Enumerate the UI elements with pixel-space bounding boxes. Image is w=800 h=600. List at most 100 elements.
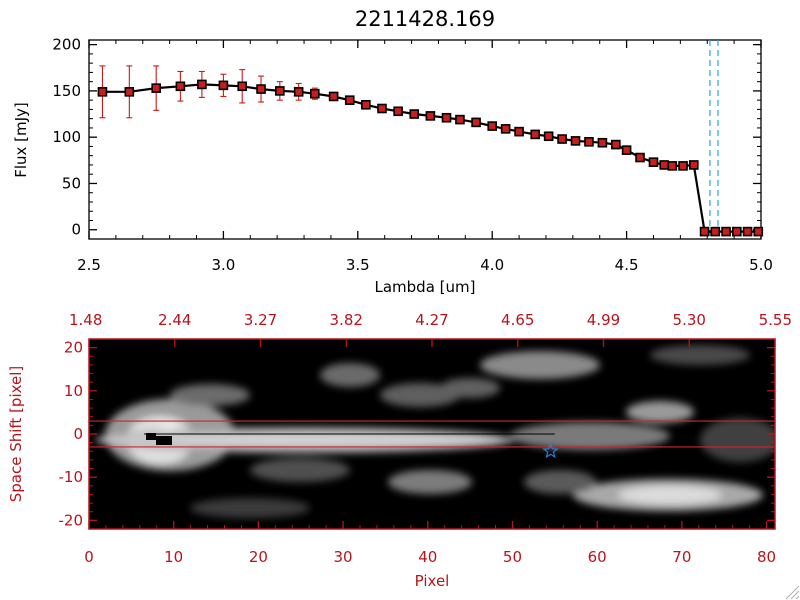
blob xyxy=(380,383,460,407)
x-tick-label: 40 xyxy=(418,548,437,566)
data-point xyxy=(361,99,371,110)
x-tick-label: 20 xyxy=(249,548,268,566)
blob xyxy=(250,458,350,482)
blob xyxy=(650,345,750,365)
wavelength-tick-label: 5.55 xyxy=(759,311,792,329)
flux-markers xyxy=(97,79,764,237)
wavelength-tick-label: 3.27 xyxy=(244,311,277,329)
data-point xyxy=(732,226,742,237)
data-point xyxy=(699,226,710,237)
bottom-y-ticks: -20 -10 0 10 20 xyxy=(59,339,775,529)
blob xyxy=(190,498,310,518)
data-point xyxy=(328,91,339,102)
blob xyxy=(524,470,596,494)
data-point xyxy=(237,81,248,92)
x-tick-label: 60 xyxy=(588,548,607,566)
data-point xyxy=(124,87,135,97)
y-tick-label: 150 xyxy=(52,82,81,100)
data-point xyxy=(530,129,541,140)
y-tick-label: 50 xyxy=(62,174,81,192)
data-point xyxy=(218,80,229,91)
x-tick-label: 3.5 xyxy=(346,256,370,274)
data-point xyxy=(344,95,355,105)
cutoff-lines xyxy=(709,40,719,239)
wavelength-tick-label: 4.99 xyxy=(587,311,620,329)
blob xyxy=(320,363,380,387)
data-point xyxy=(611,139,621,150)
y-tick-label: 100 xyxy=(52,128,81,146)
data-point xyxy=(667,161,678,171)
data-point xyxy=(151,83,161,93)
data-point xyxy=(570,136,581,146)
blob xyxy=(388,470,472,494)
data-point xyxy=(256,84,266,94)
data-point xyxy=(455,114,465,125)
chart-title: 2211428.169 xyxy=(355,7,495,31)
data-point xyxy=(175,81,186,92)
blob xyxy=(170,384,250,406)
data-point xyxy=(97,87,108,97)
data-point xyxy=(441,112,452,123)
bottom-x-axis-label: Pixel xyxy=(415,572,450,590)
blob xyxy=(100,434,500,446)
data-point xyxy=(659,160,670,170)
image-overlay xyxy=(89,420,775,459)
x-tick-label: 0 xyxy=(84,548,94,566)
x-tick-label: 2.5 xyxy=(77,256,101,274)
x-tick-label: 4.0 xyxy=(480,256,504,274)
top-x-axis-label: Lambda [um] xyxy=(375,278,476,296)
flux-line xyxy=(102,83,759,233)
data-point xyxy=(648,157,659,167)
y-tick-label: 0 xyxy=(73,425,83,443)
data-point xyxy=(425,111,436,121)
data-point xyxy=(753,226,764,237)
wavelength-tick-label: 5.30 xyxy=(673,311,706,329)
data-point xyxy=(409,109,420,119)
data-point xyxy=(309,88,320,99)
wavelength-tick-label: 4.65 xyxy=(501,311,534,329)
spectrum-image-chart: 0 10 20 30 40 50 60 70 80 1.48 2.44 3.27 3.82 4.27 4.… xyxy=(7,311,792,590)
data-point xyxy=(688,160,699,170)
wavelength-top-ticks: 1.48 2.44 3.27 3.82 4.27 4.65 4.99 5.30 5.55 xyxy=(69,311,792,347)
data-point xyxy=(487,121,498,131)
x-tick-label: 3.0 xyxy=(211,256,235,274)
x-tick-label: 30 xyxy=(334,548,353,566)
data-point xyxy=(557,134,567,144)
blob xyxy=(618,486,722,504)
data-point xyxy=(710,226,721,237)
x-tick-label: 80 xyxy=(757,548,776,566)
x-tick-label: 5.0 xyxy=(749,256,773,274)
x-tick-label: 50 xyxy=(503,548,522,566)
data-point xyxy=(584,137,594,147)
data-point xyxy=(597,137,608,148)
wavelength-tick-label: 4.27 xyxy=(415,311,448,329)
bad-pixel xyxy=(146,433,156,440)
data-point xyxy=(635,152,645,163)
blob xyxy=(700,418,775,462)
error-bars xyxy=(99,65,697,169)
blob xyxy=(626,401,694,423)
data-point xyxy=(678,161,688,171)
data-point xyxy=(621,145,632,155)
data-point xyxy=(393,106,403,117)
bottom-y-axis-label: Space Shift [pixel] xyxy=(7,366,25,503)
data-point xyxy=(471,117,481,128)
top-plot-frame xyxy=(88,39,762,240)
data-point xyxy=(377,103,387,114)
data-point xyxy=(275,86,285,96)
data-point xyxy=(197,79,207,90)
blob xyxy=(440,378,500,398)
y-tick-label: 10 xyxy=(64,382,83,400)
bottom-x-ticks: 0 10 20 30 40 50 60 70 80 xyxy=(84,521,776,566)
y-tick-label: 20 xyxy=(64,339,83,357)
x-tick-label: 10 xyxy=(164,548,183,566)
data-point xyxy=(514,126,524,137)
resize-grip-icon[interactable] xyxy=(785,585,800,600)
top-y-axis-label: Flux [mJy] xyxy=(12,102,30,178)
y-tick-label: 200 xyxy=(52,36,81,54)
y-tick-label: -10 xyxy=(59,468,84,486)
blob xyxy=(480,351,600,379)
data-point xyxy=(721,226,731,237)
wavelength-tick-label: 3.82 xyxy=(330,311,363,329)
